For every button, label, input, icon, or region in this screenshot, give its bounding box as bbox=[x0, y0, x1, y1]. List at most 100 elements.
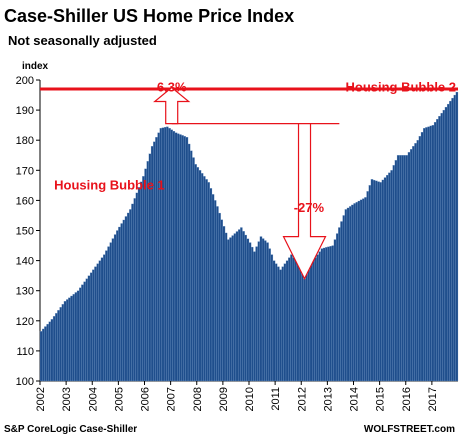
bar bbox=[96, 263, 99, 382]
bar bbox=[107, 246, 110, 382]
bar bbox=[70, 295, 73, 382]
bar bbox=[44, 326, 47, 382]
bar bbox=[48, 321, 52, 382]
bar bbox=[251, 246, 254, 382]
bar bbox=[183, 136, 186, 382]
y-tick-label: 190 bbox=[16, 105, 34, 117]
bar bbox=[379, 182, 382, 382]
bar bbox=[427, 126, 430, 382]
bar bbox=[285, 260, 289, 382]
bar bbox=[100, 257, 104, 382]
bar bbox=[255, 246, 258, 382]
bar bbox=[298, 268, 302, 382]
bar bbox=[440, 112, 443, 382]
bar bbox=[392, 165, 395, 382]
bar bbox=[420, 132, 424, 382]
x-tick-label: 2010 bbox=[244, 387, 256, 411]
bar bbox=[170, 129, 173, 382]
bar bbox=[370, 179, 374, 382]
x-tick-label: 2003 bbox=[61, 387, 73, 411]
bar bbox=[233, 233, 237, 382]
bar bbox=[259, 236, 263, 382]
bar bbox=[39, 331, 43, 382]
bar bbox=[242, 231, 245, 382]
bar bbox=[288, 257, 291, 382]
bar bbox=[292, 257, 295, 382]
bar bbox=[246, 238, 250, 382]
bar bbox=[144, 168, 147, 382]
x-tick-label: 2015 bbox=[375, 387, 387, 411]
bar bbox=[207, 182, 210, 382]
bar bbox=[222, 226, 226, 382]
bar bbox=[383, 177, 387, 382]
y-axis-label: index bbox=[22, 61, 49, 72]
bar bbox=[253, 251, 256, 382]
bar bbox=[322, 247, 326, 382]
bar bbox=[205, 179, 208, 382]
y-tick-label: 200 bbox=[16, 75, 34, 87]
bar bbox=[55, 313, 58, 382]
bar bbox=[187, 143, 191, 382]
bar bbox=[344, 209, 348, 382]
bar bbox=[190, 150, 193, 382]
bar bbox=[214, 200, 217, 382]
bar bbox=[433, 122, 437, 382]
bar bbox=[318, 251, 321, 382]
bar bbox=[120, 223, 123, 382]
bar bbox=[46, 323, 49, 382]
bar bbox=[312, 260, 315, 382]
bar bbox=[305, 274, 308, 382]
bar bbox=[218, 212, 221, 382]
bar bbox=[399, 155, 402, 382]
bar bbox=[211, 194, 215, 382]
bar bbox=[451, 97, 454, 382]
bar bbox=[320, 248, 324, 382]
x-tick-label: 2005 bbox=[113, 387, 125, 411]
bar bbox=[198, 170, 202, 382]
bar bbox=[235, 231, 239, 382]
bar bbox=[177, 133, 180, 382]
y-tick-label: 160 bbox=[16, 195, 34, 207]
bar bbox=[224, 232, 228, 382]
bar bbox=[203, 176, 206, 382]
bar bbox=[179, 134, 182, 382]
bar bbox=[181, 135, 184, 382]
annotation-label: 6.3% bbox=[157, 80, 187, 95]
bar bbox=[89, 272, 93, 382]
bar bbox=[403, 155, 406, 382]
bar bbox=[63, 301, 67, 382]
bar bbox=[359, 199, 363, 382]
bar bbox=[124, 216, 128, 382]
bar bbox=[272, 260, 276, 382]
y-tick-label: 140 bbox=[16, 256, 34, 268]
annotation-label: -27% bbox=[294, 200, 325, 215]
bar bbox=[425, 127, 428, 382]
bar bbox=[185, 137, 189, 382]
bar bbox=[142, 176, 145, 382]
bar bbox=[307, 269, 311, 382]
y-tick-label: 170 bbox=[16, 165, 34, 177]
chart-subtitle: Not seasonally adjusted bbox=[8, 33, 157, 48]
bar bbox=[168, 128, 171, 382]
bar bbox=[316, 254, 319, 382]
x-tick-label: 2008 bbox=[192, 387, 204, 411]
bar bbox=[227, 239, 230, 382]
bar bbox=[303, 278, 306, 382]
bar bbox=[364, 197, 367, 382]
bar bbox=[296, 263, 300, 382]
y-tick-label: 130 bbox=[16, 286, 34, 298]
bar bbox=[353, 203, 356, 382]
bar bbox=[301, 273, 304, 382]
bar bbox=[266, 242, 269, 382]
bar bbox=[79, 287, 82, 382]
bar bbox=[155, 137, 158, 382]
bar bbox=[372, 179, 376, 382]
bar bbox=[111, 238, 115, 382]
bar bbox=[42, 328, 45, 382]
bar bbox=[436, 119, 439, 382]
bar bbox=[244, 234, 247, 382]
bar bbox=[401, 155, 404, 382]
bar bbox=[172, 131, 176, 382]
bar bbox=[335, 233, 339, 382]
bar bbox=[338, 227, 341, 382]
